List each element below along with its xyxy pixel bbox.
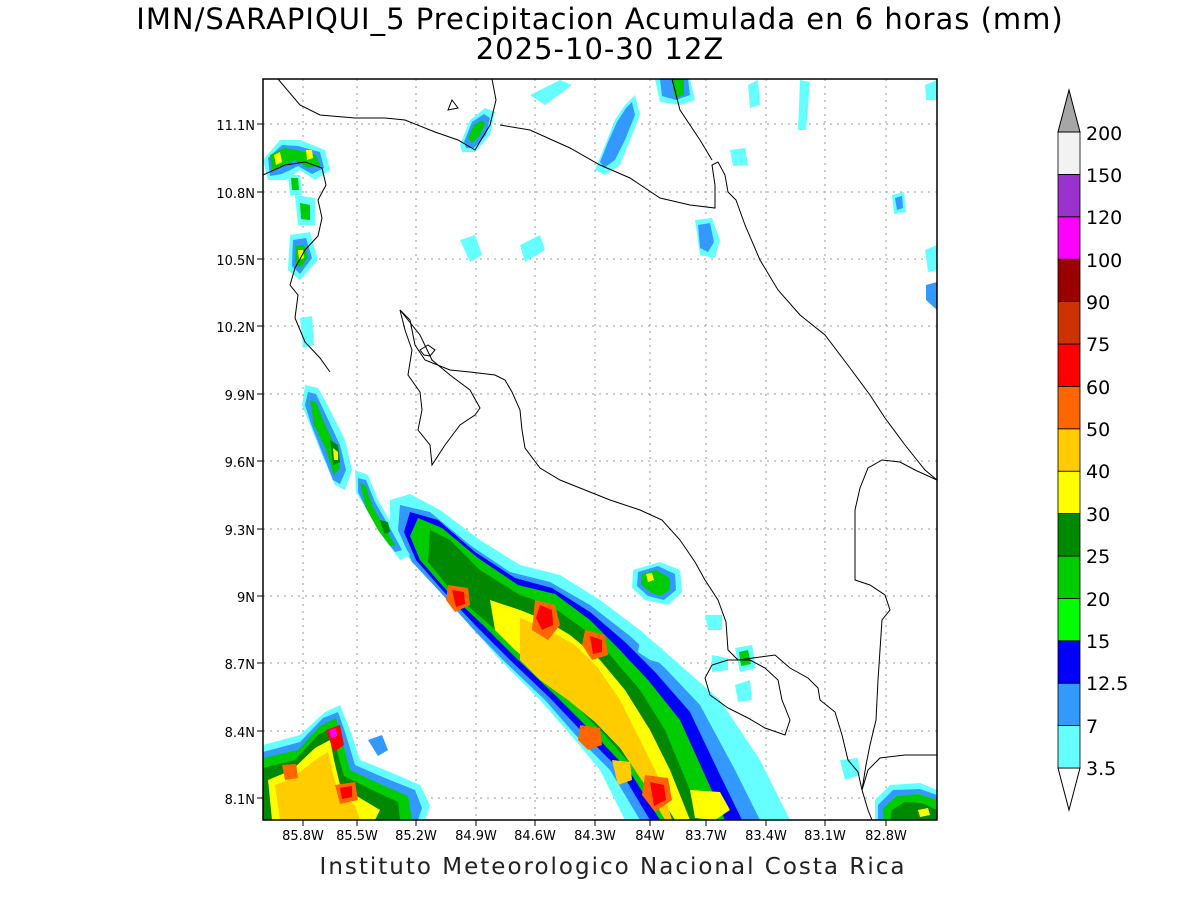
colorbar-swatch [1057,682,1081,727]
precipitation-field [263,79,937,820]
colorbar-swatch [1057,343,1081,387]
lat-tick-label: 8.7N [225,658,255,673]
colorbar-label: 40 [1086,461,1110,483]
lat-tick-label: 10.5N [216,254,255,269]
colorbar-label: 7 [1086,716,1098,738]
longitude-axis: 85.8W 85.5W 85.2W 84.9W 84.6W 84.3W 84W … [282,829,907,844]
colorbar-label: 100 [1086,250,1122,272]
lon-tick-label: 82.8W [865,829,907,844]
map-date: 2025-10-30 12Z [475,32,725,66]
map-title: IMN/SARAPIQUI_5 Precipitacion Acumulada … [136,2,1064,36]
colorbar-label: 75 [1086,334,1110,356]
colorbar-label: 20 [1086,589,1110,611]
colorbar-swatch [1057,513,1081,557]
lat-tick-label: 9.3N [225,524,255,539]
lon-tick-label: 84.6W [514,829,556,844]
lon-tick-label: 85.5W [336,829,378,844]
colorbar-swatch [1057,555,1081,599]
colorbar-swatch [1057,428,1081,472]
tick-marks [257,123,887,826]
colorbar-swatch [1057,216,1081,260]
lon-tick-label: 83.1W [804,829,846,844]
lat-tick-label: 9.6N [225,456,255,471]
lon-tick-label: 83.7W [685,829,727,844]
lat-tick-label: 10.8N [216,187,255,202]
colorbar-swatch [1057,725,1081,769]
lat-tick-label: 8.4N [225,726,255,741]
lat-tick-label: 11.1N [216,119,255,134]
lat-tick-label: 9.9N [225,389,255,404]
credit-footer: Instituto Meteorologico Nacional Costa R… [319,854,907,880]
colorbar-max-arrow [1057,88,1081,133]
colorbar-label: 15 [1086,631,1110,653]
lon-tick-label: 85.8W [282,829,324,844]
lon-tick-label: 83.4W [745,829,787,844]
lon-tick-label: 85.2W [395,829,437,844]
colorbar-min-arrow [1057,767,1081,812]
plot-frame [262,78,938,821]
colorbar-label: 3.5 [1086,758,1116,780]
colorbar-label: 60 [1086,377,1110,399]
colorbar-swatch [1057,131,1081,175]
colorbar-label: 12.5 [1086,673,1128,695]
lat-tick-label: 9N [237,591,255,606]
colorbar-label: 120 [1086,207,1122,229]
colorbar-swatch [1057,598,1081,642]
colorbar-label: 25 [1086,546,1110,568]
latitude-axis: 8.1N 8.4N 8.7N 9N 9.3N 9.6N 9.9N 10.2N 1… [216,119,255,808]
lat-tick-label: 8.1N [225,793,255,808]
colorbar-swatch [1057,301,1081,345]
colorbar: 3.5 7 12.5 15 20 25 30 40 50 60 75 90 10… [1057,88,1128,812]
colorbar-swatch [1057,258,1081,303]
lon-tick-label: 84.9W [455,829,497,844]
colorbar-label: 200 [1086,123,1122,145]
lon-tick-label: 84W [635,829,665,844]
lon-tick-label: 84.3W [574,829,616,844]
coastline [263,79,937,820]
colorbar-swatches [1057,88,1081,812]
colorbar-swatch [1057,173,1081,218]
colorbar-swatch [1057,640,1081,684]
colorbar-label: 30 [1086,504,1110,526]
lat-tick-label: 10.2N [216,321,255,336]
colorbar-label: 90 [1086,292,1110,314]
colorbar-labels: 3.5 7 12.5 15 20 25 30 40 50 60 75 90 10… [1086,123,1128,780]
colorbar-swatch [1057,470,1081,515]
colorbar-swatch [1057,385,1081,430]
colorbar-label: 150 [1086,165,1122,187]
colorbar-label: 50 [1086,419,1110,441]
